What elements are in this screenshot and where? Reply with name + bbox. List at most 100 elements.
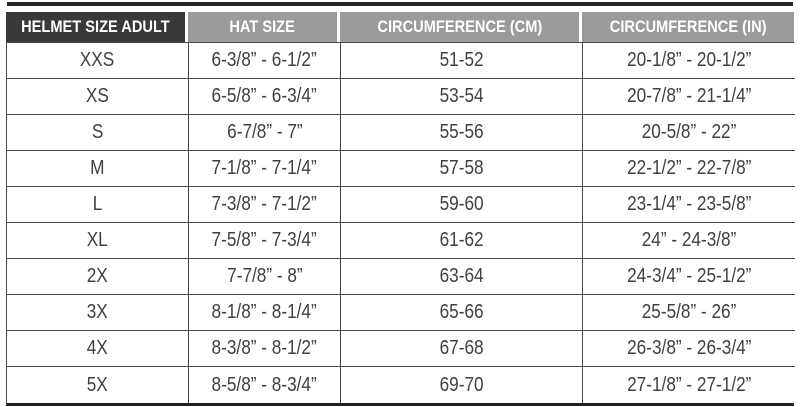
cell-helmet-size: XS [7,79,189,115]
cell-hat-size: 6-5/8” - 6-3/4” [189,79,341,115]
cell-value: 63-64 [439,265,484,287]
cell-circumference-in: 22-1/2” - 22-7/8” [583,151,795,187]
cell-hat-size: 7-5/8” - 7-3/4” [189,223,341,259]
cell-circumference-in: 26-3/8” - 26-3/4” [583,331,795,367]
cell-value: 6-3/8” - 6-1/2” [211,49,318,71]
cell-circumference-in: 25-5/8” - 26” [583,295,795,331]
cell-value: 59-60 [439,193,484,215]
cell-circumference-cm: 57-58 [341,151,583,187]
cell-hat-size: 7-1/8” - 7-1/4” [189,151,341,187]
table-row: XL 7-5/8” - 7-3/4” 61-62 24” - 24-3/8” [7,223,795,259]
cell-value: 61-62 [439,229,484,251]
cell-circumference-in: 20-7/8” - 21-1/4” [583,79,795,115]
cell-circumference-cm: 65-66 [341,295,583,331]
cell-helmet-size: 5X [7,367,189,403]
cell-circumference-in: 20-5/8” - 22” [583,115,795,151]
cell-helmet-size: S [7,115,189,151]
table-body: XXS 6-3/8” - 6-1/2” 51-52 20-1/8” - 20-1/2”… [6,42,795,406]
cell-helmet-size: 2X [7,259,189,295]
cell-value: 23-1/4” - 23-5/8” [626,193,752,215]
cell-helmet-size: 3X [7,295,189,331]
table-row: 5X 8-5/8” - 8-3/4” 69-70 27-1/8” - 27-1/2” [7,367,795,403]
cell-hat-size: 8-1/8” - 8-1/4” [189,295,341,331]
cell-helmet-size: L [7,187,189,223]
column-header-label: HAT SIZE [229,17,296,36]
cell-value: XL [86,229,109,251]
cell-helmet-size: XXS [7,43,189,79]
cell-value: M [90,157,105,179]
cell-value: 7-7/8” - 8” [226,265,303,287]
cell-value: XXS [80,49,115,71]
cell-value: 26-3/8” - 26-3/4” [626,337,752,359]
cell-value: 6-5/8” - 6-3/4” [211,85,318,107]
table-header-row: HELMET SIZE ADULT HAT SIZE CIRCUMFERENCE… [6,12,794,42]
cell-helmet-size: 4X [7,331,189,367]
cell-value: 20-7/8” - 21-1/4” [626,85,752,107]
cell-value: 3X [86,301,109,323]
cell-value: 69-70 [439,373,484,396]
cell-circumference-cm: 53-54 [341,79,583,115]
cell-value: 22-1/2” - 22-7/8” [626,157,752,179]
cell-circumference-in: 23-1/4” - 23-5/8” [583,187,795,223]
cell-value: 20-5/8” - 22” [641,121,737,143]
cell-value: 20-1/8” - 20-1/2” [626,49,752,71]
table-row: 3X 8-1/8” - 8-1/4” 65-66 25-5/8” - 26” [7,295,795,331]
table-row: XS 6-5/8” - 6-3/4” 53-54 20-7/8” - 21-1/4” [7,79,795,115]
cell-circumference-in: 24” - 24-3/8” [583,223,795,259]
cell-hat-size: 8-3/8” - 8-1/2” [189,331,341,367]
table-row: 2X 7-7/8” - 8” 63-64 24-3/4” - 25-1/2” [7,259,795,295]
column-header-circumference-cm: CIRCUMFERENCE (CM) [340,12,582,42]
cell-helmet-size: XL [7,223,189,259]
cell-hat-size: 7-3/8” - 7-1/2” [189,187,341,223]
cell-value: 57-58 [439,157,484,179]
cell-value: 51-52 [439,49,484,71]
column-header-circumference-in: CIRCUMFERENCE (IN) [582,12,794,42]
table-row: 4X 8-3/8” - 8-1/2” 67-68 26-3/8” - 26-3/4” [7,331,795,367]
table-row: S 6-7/8” - 7” 55-56 20-5/8” - 22” [7,115,795,151]
table-row: M 7-1/8” - 7-1/4” 57-58 22-1/2” - 22-7/8” [7,151,795,187]
cell-value: 55-56 [439,121,484,143]
cell-circumference-cm: 61-62 [341,223,583,259]
column-header-label: CIRCUMFERENCE (IN) [609,17,767,36]
cell-value: L [92,193,103,215]
cell-value: 8-3/8” - 8-1/2” [211,337,318,359]
cell-value: 27-1/8” - 27-1/2” [626,373,752,396]
cell-circumference-in: 27-1/8” - 27-1/2” [583,367,795,403]
column-header-hat-size: HAT SIZE [188,12,340,42]
cell-value: 8-5/8” - 8-3/4” [211,373,318,396]
cell-value: 53-54 [439,85,484,107]
cell-circumference-in: 24-3/4” - 25-1/2” [583,259,795,295]
cell-circumference-cm: 51-52 [341,43,583,79]
size-table: HELMET SIZE ADULT HAT SIZE CIRCUMFERENCE… [6,12,795,406]
column-header-label: HELMET SIZE ADULT [21,17,170,36]
cell-hat-size: 7-7/8” - 8” [189,259,341,295]
cell-circumference-cm: 67-68 [341,331,583,367]
cell-circumference-cm: 55-56 [341,115,583,151]
column-header-helmet-size-adult: HELMET SIZE ADULT [6,12,188,42]
cell-value: XS [86,85,109,107]
cell-helmet-size: M [7,151,189,187]
column-header-label: CIRCUMFERENCE (CM) [377,17,542,36]
cell-hat-size: 6-7/8” - 7” [189,115,341,151]
cell-value: 65-66 [439,301,484,323]
cell-value: 6-7/8” - 7” [226,121,303,143]
cell-value: 7-1/8” - 7-1/4” [211,157,318,179]
cell-value: 8-1/8” - 8-1/4” [211,301,318,323]
cell-hat-size: 6-3/8” - 6-1/2” [189,43,341,79]
cell-value: S [91,121,104,143]
cell-hat-size: 8-5/8” - 8-3/4” [189,367,341,403]
cell-circumference-cm: 59-60 [341,187,583,223]
cell-value: 24-3/4” - 25-1/2” [626,265,752,287]
cell-circumference-cm: 63-64 [341,259,583,295]
table-row: L 7-3/8” - 7-1/2” 59-60 23-1/4” - 23-5/8” [7,187,795,223]
cell-value: 2X [86,265,109,287]
cell-value: 5X [86,373,109,396]
top-divider [7,2,793,6]
cell-value: 7-5/8” - 7-3/4” [211,229,318,251]
cell-value: 25-5/8” - 26” [641,301,737,323]
cell-circumference-in: 20-1/8” - 20-1/2” [583,43,795,79]
cell-value: 67-68 [439,337,484,359]
cell-value: 24” - 24-3/8” [641,229,737,251]
cell-value: 7-3/8” - 7-1/2” [211,193,318,215]
